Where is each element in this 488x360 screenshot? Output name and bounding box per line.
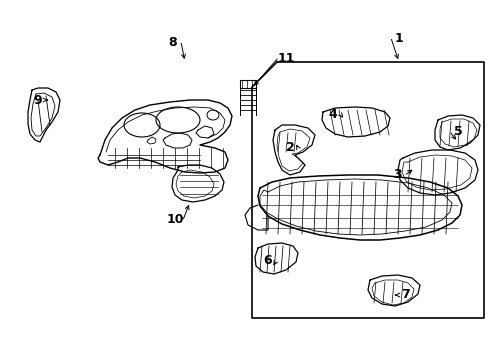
Text: 1: 1: [394, 31, 403, 45]
Text: 8: 8: [168, 36, 177, 49]
Text: 3: 3: [392, 168, 401, 181]
Text: 7: 7: [400, 288, 408, 301]
Text: 9: 9: [34, 94, 42, 107]
Text: 11: 11: [277, 51, 294, 64]
Text: 4: 4: [328, 108, 337, 121]
Text: 6: 6: [263, 255, 272, 267]
Text: 5: 5: [453, 126, 462, 139]
Text: 10: 10: [166, 213, 183, 226]
Text: 2: 2: [285, 141, 294, 154]
